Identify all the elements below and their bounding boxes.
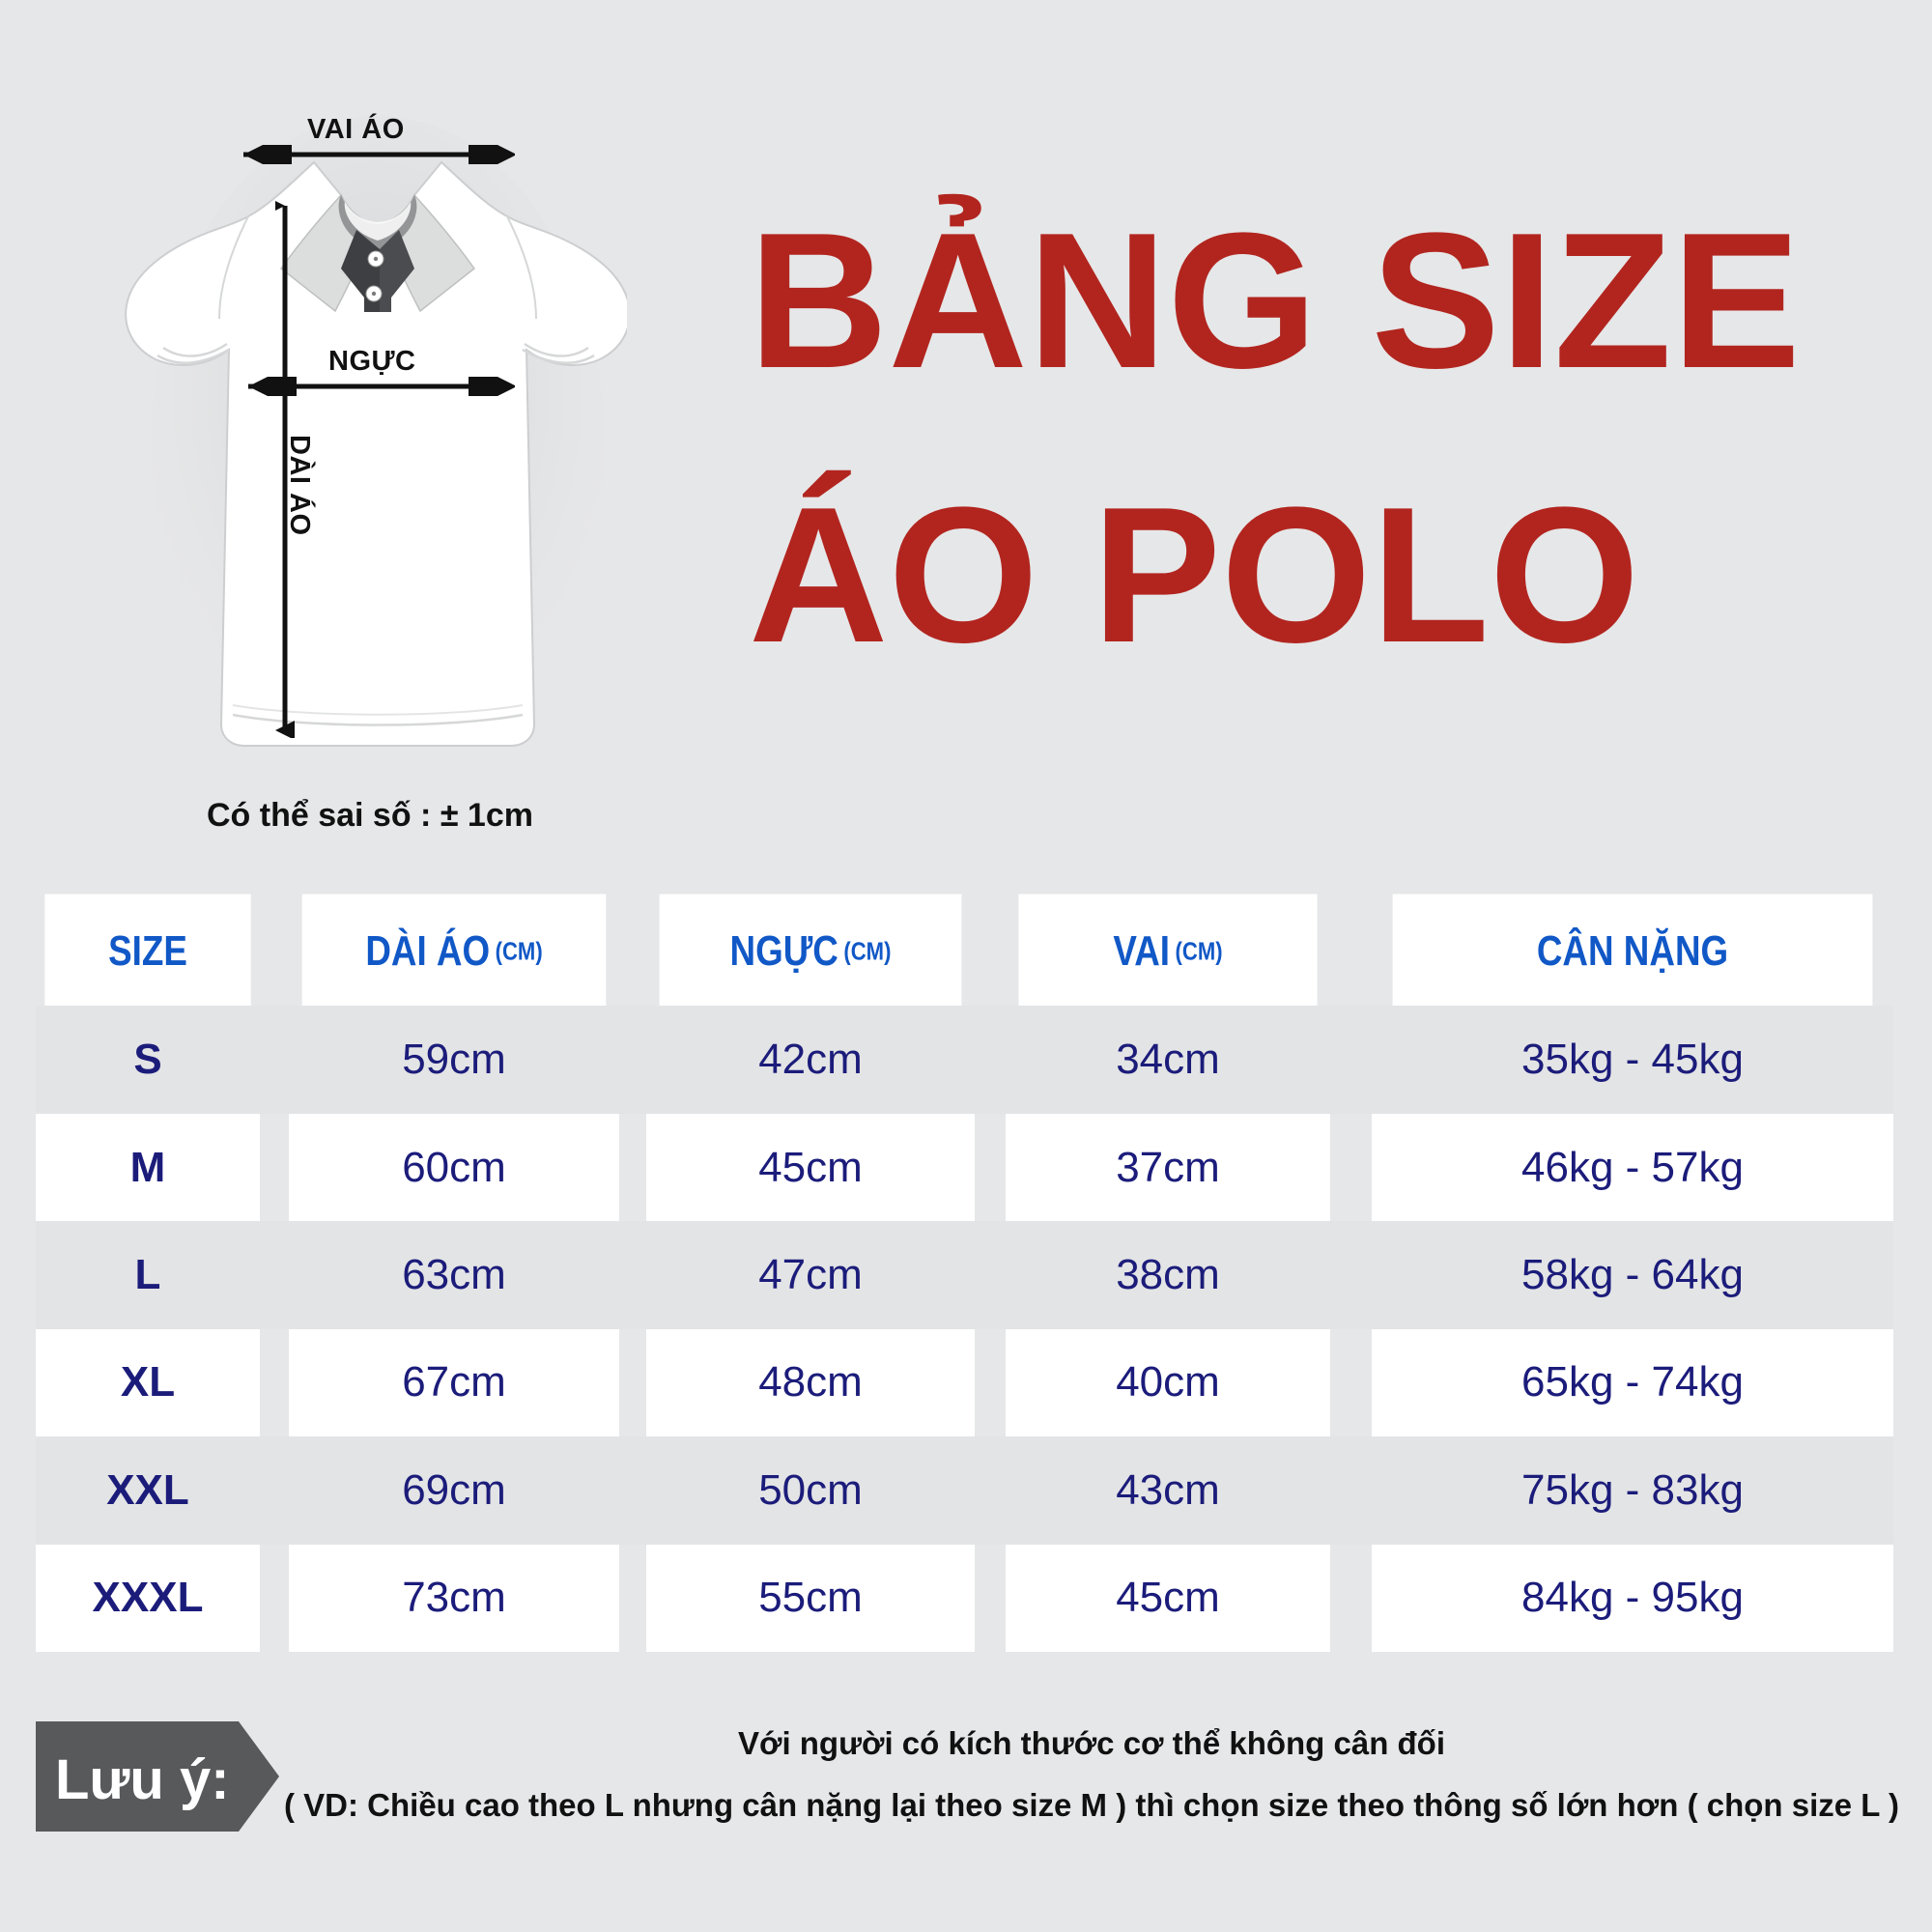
- svg-text:Lưu ý:: Lưu ý:: [55, 1748, 230, 1811]
